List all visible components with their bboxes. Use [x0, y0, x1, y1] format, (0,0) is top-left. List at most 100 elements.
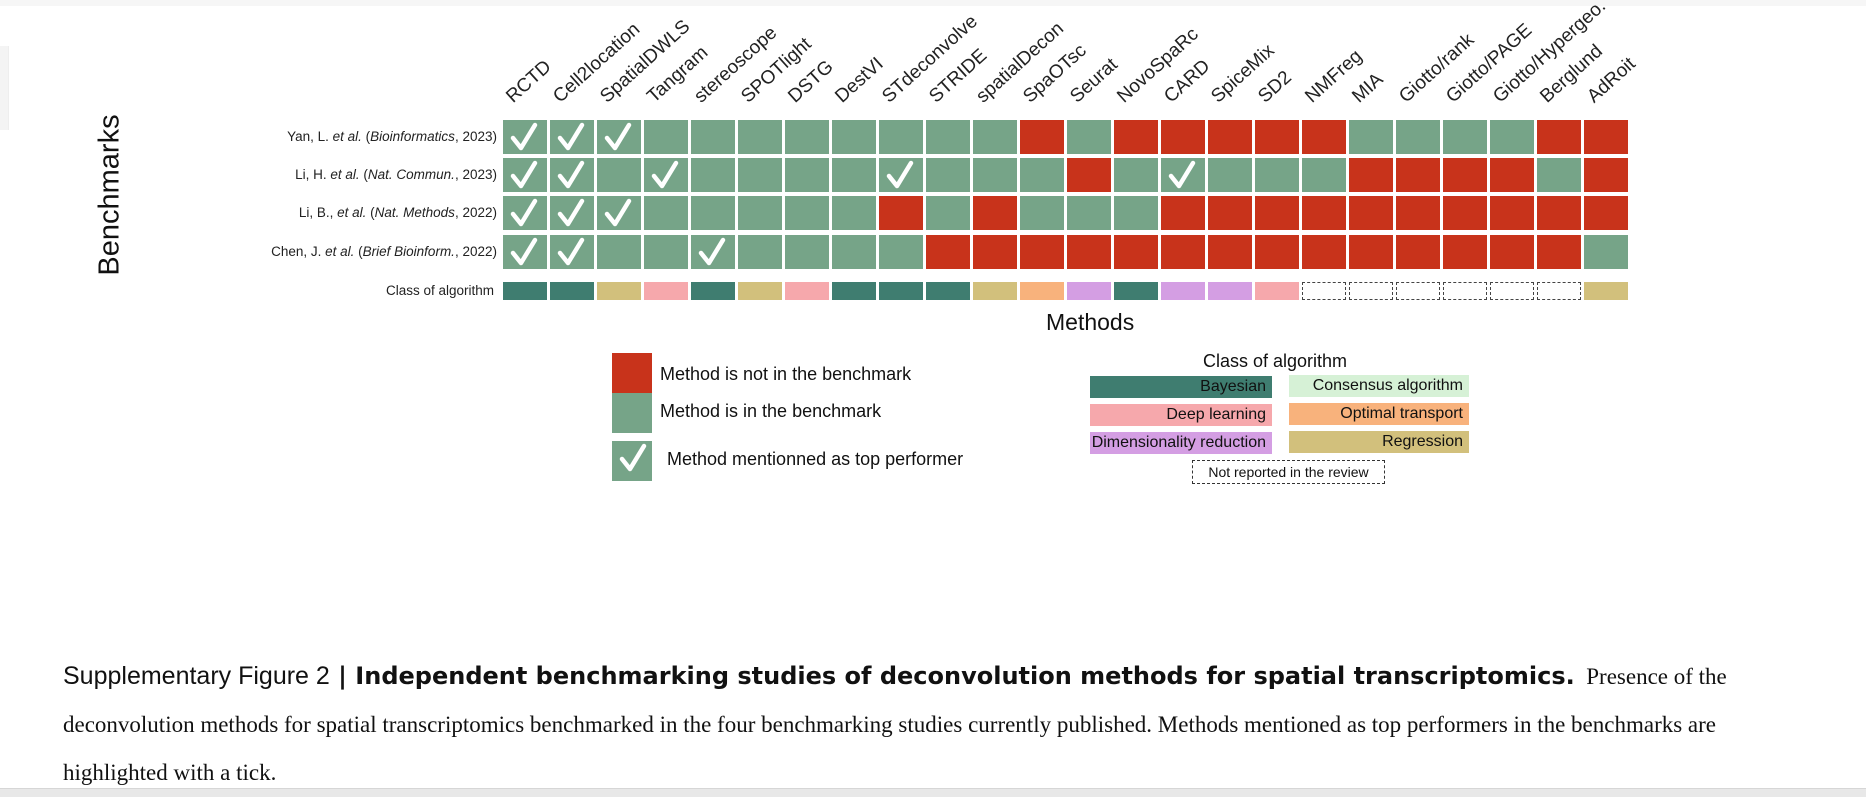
grid-cell — [1302, 120, 1346, 154]
grid-cell — [1349, 235, 1393, 269]
grid-cell — [1349, 158, 1393, 192]
grid-cell — [1255, 120, 1299, 154]
grid-cell — [1067, 158, 1111, 192]
grid-cell — [973, 158, 1017, 192]
study-punct: ) — [492, 129, 498, 144]
class-row-label: Class of algorithm — [385, 283, 494, 298]
grid-cell — [597, 235, 641, 269]
grid-cell — [503, 196, 547, 230]
class-cell — [1302, 282, 1346, 300]
grid-cell — [597, 158, 641, 192]
grid-cell — [691, 235, 735, 269]
class-cell — [879, 282, 923, 300]
grid-cell — [1490, 235, 1534, 269]
grid-cell — [1255, 158, 1299, 192]
grid-cell — [1208, 196, 1252, 230]
class-cell — [785, 282, 829, 300]
class-cell — [644, 282, 688, 300]
study-punct: ( — [354, 244, 363, 259]
grid-cell — [926, 158, 970, 192]
class-cell — [503, 282, 547, 300]
class-cell — [1443, 282, 1487, 300]
caption-separator: | — [329, 662, 356, 690]
study-year: 2022 — [462, 244, 493, 259]
grid-cell — [738, 158, 782, 192]
grid-cell — [1114, 196, 1158, 230]
tick-icon — [510, 122, 538, 151]
benchmark-figure: Benchmarks RCTD Cell2location SpatialDWLS T… — [94, 0, 1640, 484]
grid-cell — [550, 120, 594, 154]
study-journal: Nat. Commun. — [367, 167, 455, 182]
class-cell — [832, 282, 876, 300]
class-cell — [1349, 282, 1393, 300]
legend-swatch-top — [612, 441, 652, 481]
top-bar — [0, 0, 1866, 6]
tick-icon — [651, 160, 679, 189]
grid-cell — [1396, 158, 1440, 192]
study-punct: ) — [492, 205, 498, 220]
study-label: Yan, L. et al. (Bioinformatics, 2023) — [287, 129, 497, 144]
class-legend-title: Class of algorithm — [1203, 351, 1348, 371]
grid-cell — [1443, 120, 1487, 154]
class-cell — [1490, 282, 1534, 300]
grid-cell — [1114, 158, 1158, 192]
tick-icon — [698, 237, 726, 266]
grid-cell — [1349, 120, 1393, 154]
grid-cell — [1067, 196, 1111, 230]
study-etal: et al. — [337, 205, 367, 220]
grid-cell — [1302, 235, 1346, 269]
grid-cell — [691, 196, 735, 230]
grid-cell — [1020, 120, 1064, 154]
grid-cell — [1067, 235, 1111, 269]
tick-icon — [557, 237, 585, 266]
grid-cell — [879, 120, 923, 154]
grid-cell — [1161, 235, 1205, 269]
study-author: Chen, J. — [271, 244, 326, 259]
study-punct: , — [454, 244, 463, 259]
grid-cell — [926, 120, 970, 154]
grid-cell — [738, 120, 782, 154]
grid-cell — [785, 120, 829, 154]
class-legend-deep-learning: Deep learning — [1090, 404, 1272, 426]
grid-cell — [1584, 235, 1628, 269]
class-cell — [597, 282, 641, 300]
grid-cell — [550, 196, 594, 230]
class-legend-dimensionality-reduction: Dimensionality reduction — [1090, 432, 1272, 454]
grid-cell — [1255, 235, 1299, 269]
class-cell — [1208, 282, 1252, 300]
grid-cell — [644, 120, 688, 154]
grid-cell — [1349, 196, 1393, 230]
grid-cell — [1396, 120, 1440, 154]
grid-cell — [503, 235, 547, 269]
grid-cell — [1490, 196, 1534, 230]
x-axis-label: Methods — [1046, 309, 1135, 335]
grid-cell — [1584, 196, 1628, 230]
grid-cell — [1443, 196, 1487, 230]
method-label: MIA — [1348, 69, 1388, 108]
grid-cell — [1537, 120, 1581, 154]
grid-cell — [1537, 235, 1581, 269]
grid-cell — [1255, 196, 1299, 230]
grid-cell — [879, 235, 923, 269]
class-cell — [1396, 282, 1440, 300]
class-cell — [973, 282, 1017, 300]
study-year: 2023 — [462, 129, 493, 144]
tick-icon — [557, 198, 585, 227]
left-edge-tab — [0, 46, 9, 130]
legend-text-in: Method is in the benchmark — [660, 401, 882, 421]
legend-text-top: Method mentionned as top performer — [667, 449, 964, 469]
study-punct: ( — [361, 129, 371, 144]
class-cell — [1255, 282, 1299, 300]
grid-cell — [926, 235, 970, 269]
tick-icon — [557, 160, 585, 189]
study-etal: et al. — [332, 129, 362, 144]
bottom-bar — [0, 788, 1866, 797]
study-author: Li, B., — [298, 205, 338, 220]
tick-icon — [1168, 160, 1196, 189]
grid-cell — [1584, 158, 1628, 192]
study-punct: , — [454, 129, 463, 144]
study-etal: et al. — [325, 244, 355, 259]
study-label: Chen, J. et al. (Brief Bioinform., 2022) — [271, 244, 497, 259]
caption-title: Independent benchmarking studies of deco… — [355, 662, 1575, 690]
class-cell — [1114, 282, 1158, 300]
